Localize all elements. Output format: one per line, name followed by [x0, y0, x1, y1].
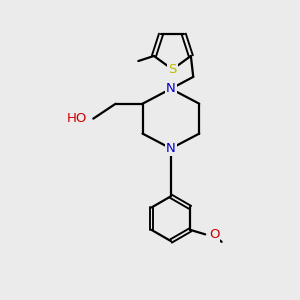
Text: N: N	[166, 82, 176, 95]
Text: HO: HO	[66, 112, 87, 124]
Text: N: N	[166, 142, 176, 155]
Text: O: O	[209, 228, 219, 241]
Text: S: S	[168, 63, 177, 76]
